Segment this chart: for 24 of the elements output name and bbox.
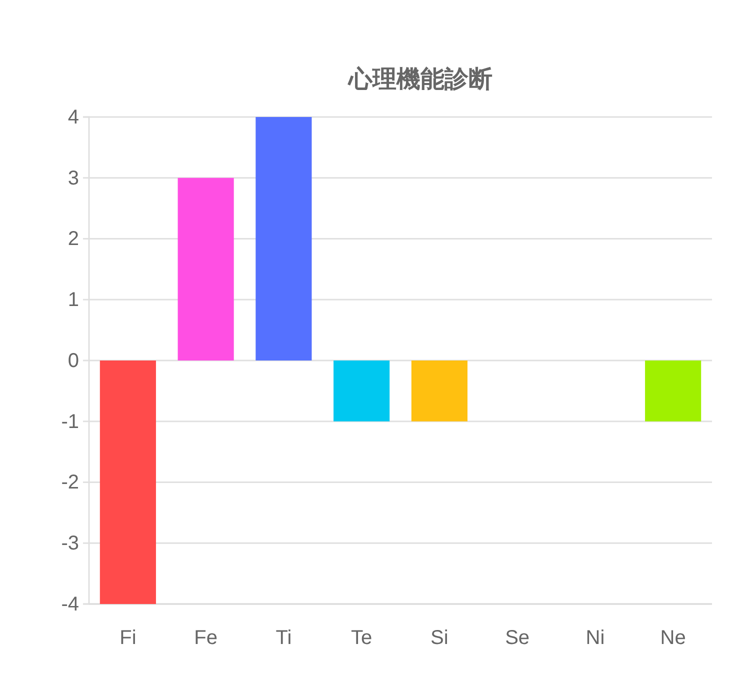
bar: [178, 178, 234, 360]
x-tick-label: Fe: [194, 627, 218, 650]
bar: [100, 360, 156, 604]
bar: [645, 360, 702, 422]
x-tick-label: Ne: [660, 627, 686, 650]
x-tick-label: Te: [351, 627, 372, 650]
x-tick-label: Ti: [276, 627, 292, 650]
chart-title: 心理機能診断: [348, 65, 492, 93]
y-tick-label: -3: [61, 532, 79, 555]
y-tick-label: -4: [61, 593, 79, 616]
bar: [334, 360, 390, 422]
y-tick-label: 0: [68, 350, 79, 372]
bar: [411, 360, 468, 422]
y-tick-label: 4: [68, 106, 79, 128]
x-tick-label: Si: [430, 627, 448, 650]
x-tick-label: Ni: [586, 627, 605, 650]
bar: [256, 117, 312, 360]
y-tick-label: 2: [68, 228, 79, 250]
x-tick-label: Se: [505, 627, 530, 650]
y-tick-label: -1: [61, 410, 79, 433]
y-tick-label: 1: [68, 289, 79, 312]
y-tick-label: 3: [68, 167, 79, 190]
x-tick-label: Fi: [120, 627, 136, 650]
y-tick-label: -2: [61, 472, 79, 494]
